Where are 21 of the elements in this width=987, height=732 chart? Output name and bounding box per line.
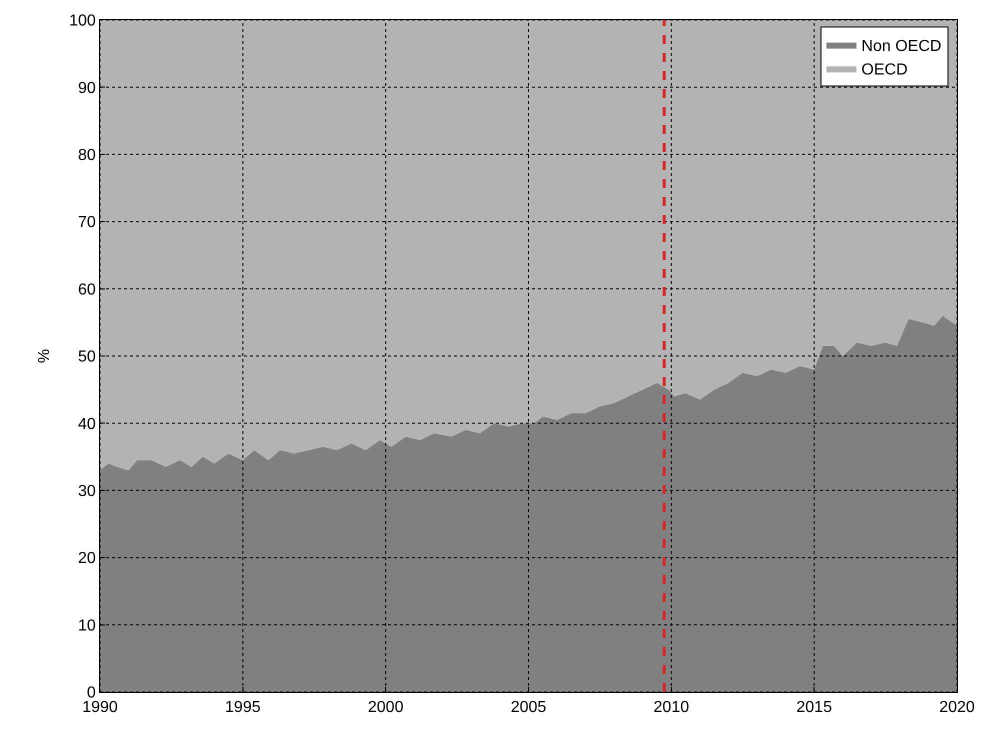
legend-label: Non OECD (861, 38, 942, 55)
y-axis-title: % (36, 348, 53, 364)
y-tick-label: 60 (78, 281, 96, 298)
x-tick-label: 2010 (654, 699, 690, 716)
x-tick-label: 2000 (368, 699, 404, 716)
y-tick-label: 0 (86, 684, 96, 702)
y-tick-label: 20 (78, 550, 96, 568)
y-tick-label: 90 (78, 80, 96, 97)
y-tick-label: 10 (78, 617, 96, 634)
x-tick-label: 2020 (939, 699, 975, 716)
series-label: OECD (861, 62, 908, 79)
y-tick-label: 100 (69, 12, 96, 30)
x-tick-label: 2015 (796, 699, 832, 716)
x-tick-label: 2005 (510, 699, 546, 716)
x-tick-label: 1990 (82, 699, 118, 716)
y-tick-label: 70 (78, 214, 96, 232)
y-tick-label: 50 (78, 348, 96, 366)
x-tick-label: 1995 (225, 699, 261, 716)
y-tick-label: 40 (78, 416, 96, 433)
y-tick-label: 80 (78, 147, 96, 164)
y-tick-label: 30 (78, 483, 96, 500)
